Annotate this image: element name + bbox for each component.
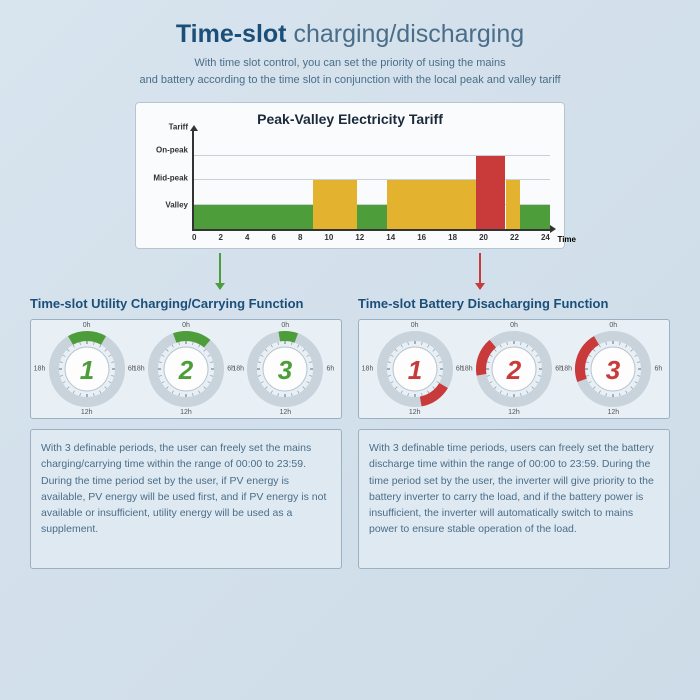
tariff-bar <box>506 180 521 229</box>
tariff-bar <box>387 180 476 229</box>
x-axis-arrow-icon <box>550 225 556 233</box>
title-rest: charging/discharging <box>287 20 525 48</box>
svg-text:1: 1 <box>407 355 421 385</box>
time-dial: 20h6h12h18h <box>147 330 225 408</box>
tariff-chart-card: Peak-Valley Electricity Tariff Tariff On… <box>135 102 565 249</box>
desc-utility: With 3 definable periods, the user can f… <box>30 429 342 569</box>
arrow-down-green-icon <box>215 253 225 290</box>
time-dial: 10h6h12h18h <box>376 330 454 408</box>
arrow-down-red-icon <box>475 253 485 290</box>
x-axis-labels: 024681012141618202224 <box>192 233 550 242</box>
time-dial: 10h6h12h18h <box>48 330 126 408</box>
chart-title: Peak-Valley Electricity Tariff <box>150 111 550 127</box>
dials-utility: 10h6h12h18h 20h6h12h18h 30h6h12h18h <box>30 319 342 419</box>
svg-text:2: 2 <box>506 355 522 385</box>
tariff-bar <box>194 205 313 230</box>
y-axis-labels: Tariff On-peakMid-peakValley <box>150 131 190 242</box>
page-title: Time-slot charging/discharging <box>30 20 670 49</box>
title-accent: Time-slot <box>176 20 287 48</box>
svg-text:3: 3 <box>606 355 621 385</box>
column-battery-title: Time-slot Battery Disacharging Function <box>358 296 670 311</box>
svg-text:3: 3 <box>278 355 293 385</box>
time-dial: 30h6h12h18h <box>574 330 652 408</box>
y-axis-arrow-icon <box>190 125 198 131</box>
tariff-bar <box>476 156 506 230</box>
svg-text:1: 1 <box>79 355 93 385</box>
desc-battery: With 3 definable time periods, users can… <box>358 429 670 569</box>
x-axis-title: Time <box>557 235 576 244</box>
column-utility: Time-slot Utility Charging/Carrying Func… <box>30 296 342 569</box>
time-dial: 20h6h12h18h <box>475 330 553 408</box>
dials-battery: 10h6h12h18h 20h6h12h18h 30h6h12h18h <box>358 319 670 419</box>
tariff-bar <box>357 205 387 230</box>
svg-text:2: 2 <box>178 355 194 385</box>
time-dial: 30h6h12h18h <box>246 330 324 408</box>
flow-arrows <box>90 253 610 290</box>
subtitle: With time slot control, you can set the … <box>30 55 670 88</box>
column-utility-title: Time-slot Utility Charging/Carrying Func… <box>30 296 342 311</box>
chart-plot <box>192 131 550 231</box>
tariff-bar <box>313 180 358 229</box>
chart-area: Tariff On-peakMid-peakValley 02468101214… <box>192 131 550 242</box>
columns: Time-slot Utility Charging/Carrying Func… <box>30 296 670 569</box>
column-battery: Time-slot Battery Disacharging Function … <box>358 296 670 569</box>
tariff-bar <box>520 205 550 230</box>
